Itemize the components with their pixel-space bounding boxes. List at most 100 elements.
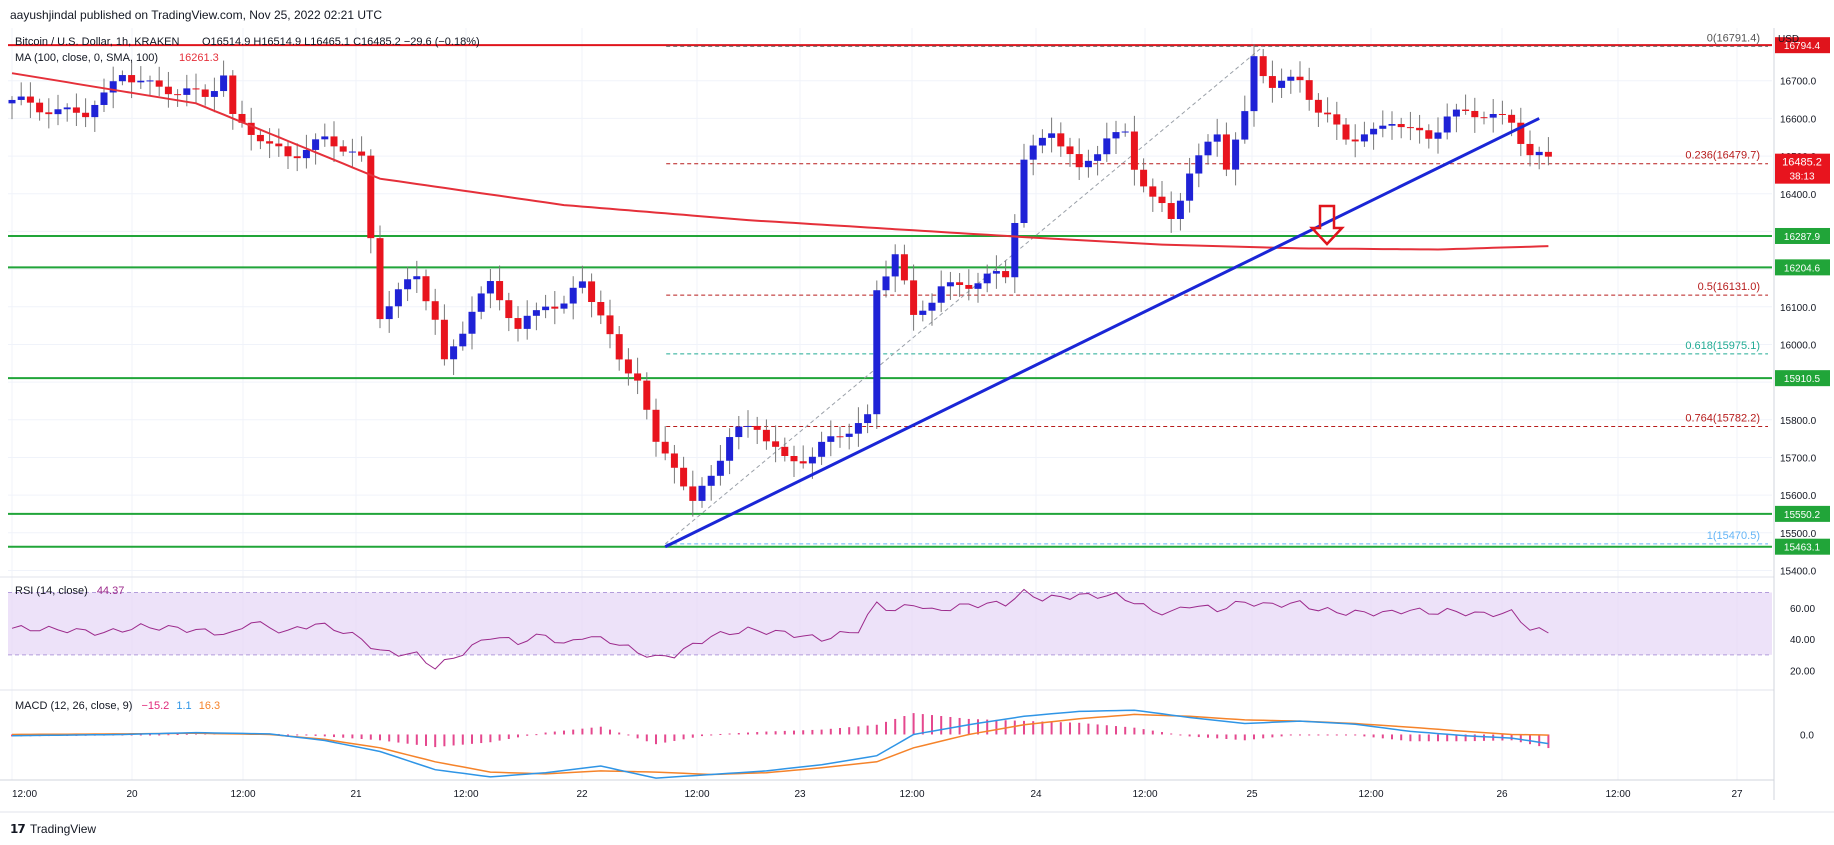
candle [1075,138,1083,181]
candle [63,103,71,122]
rsi-tick-label: 60.00 [1790,604,1815,615]
footer-brand[interactable]: 𝟭𝟳 TradingView [10,822,96,836]
bar-countdown-label: 38:13 [1789,172,1814,183]
time-tick-label: 24 [1030,789,1042,800]
candle-body-up [394,289,402,307]
macd-histogram-bar [903,716,906,735]
macd-histogram-bar [489,734,492,743]
macd-histogram-bar [811,729,814,735]
time-tick-label: 12:00 [1358,789,1383,800]
macd-line-value: 1.1 [176,700,192,712]
candle-body-up [1213,134,1221,142]
candle-body-down [1158,196,1166,204]
candle-body-down [1149,186,1157,197]
macd-histogram-bar [931,715,933,735]
macd-histogram-bar [572,729,575,735]
candle-body-up [413,276,421,280]
candle-body-up [1121,131,1129,133]
candle [72,93,80,127]
macd-histogram-bar [1547,734,1550,749]
macd-histogram-bar [1133,727,1136,735]
candle-body-down [1314,99,1322,113]
candle-body-up [302,149,310,159]
candle [394,282,402,318]
time-tick-label: 25 [1246,789,1258,800]
macd-histogram-bar [857,726,860,735]
candle [1379,110,1387,138]
candle [854,407,862,447]
candle [900,244,908,285]
candle-body-down [256,134,264,142]
candle-body-down [1517,122,1525,144]
macd-histogram-bar [369,734,372,740]
macd-histogram-bar [691,734,694,738]
candle-body-up [1388,124,1396,126]
candle [1351,124,1359,158]
candle-body-up [1489,113,1497,118]
candle-body-up [1287,76,1295,81]
macd-histogram-bar [1418,734,1421,742]
candle [790,445,798,478]
macd-histogram-bar [544,732,547,735]
candle [1066,137,1074,167]
candle [54,94,62,126]
candle-body-down [1462,109,1470,111]
candle-body-down [606,315,614,335]
price-tick-label: 16400.0 [1780,190,1817,201]
candle [45,98,53,129]
price-axis-bg [1774,0,1834,800]
rsi-legend: RSI (14, close) 44.37 [15,585,124,597]
macd-legend: MACD (12, 26, close, 9) −15.2 1.1 16.3 [15,700,220,712]
macd-histogram-bar [609,729,611,735]
candle [486,268,494,309]
macd-histogram-bar [912,713,915,735]
last-price-tag-bg [1775,153,1830,184]
candle-body-up [726,437,734,461]
macd-histogram-bar [1455,734,1458,742]
rsi-band [8,592,1772,655]
macd-histogram-bar [645,734,648,742]
macd-histogram-bar [287,734,289,736]
candle [707,465,715,501]
candle [578,265,586,294]
macd-histogram-bar [1381,734,1384,739]
candle [1498,100,1506,125]
candle-body-up [808,456,816,464]
macd-histogram-bar [1170,733,1173,735]
candle-body-up [532,310,540,316]
candle [109,66,117,109]
macd-histogram-bar [710,734,713,736]
candle-body-down [1222,134,1230,170]
price-tag-label: 16794.4 [1784,41,1821,52]
candle-body-down [624,359,632,374]
candle [1195,143,1203,188]
candle [946,271,954,300]
candle [1443,103,1451,140]
candle-body-down [1305,80,1313,100]
macd-histogram-bar [1326,734,1329,736]
candle [1130,115,1138,186]
macd-histogram-bar [1335,734,1338,736]
candle [523,300,531,340]
candle [1397,117,1405,139]
candle-body-up [937,286,945,303]
price-tag-bg [1775,538,1830,555]
candle [919,300,927,322]
candle [1038,129,1046,154]
candle-body-up [1232,139,1240,170]
price-tick-label: 15400.0 [1780,566,1817,577]
macd-histogram-bar [1059,722,1062,735]
candle [468,296,476,350]
macd-histogram-bar [885,721,887,735]
candle [91,100,99,132]
candle-body-down [1498,113,1506,115]
candle [26,82,34,119]
macd-histogram-bar [388,734,391,742]
candle [597,290,605,325]
macd-histogram-bar [480,734,483,744]
macd-histogram-bar [765,731,768,735]
candle [873,280,881,429]
candle-body-up [183,88,191,95]
macd-histogram-bar [875,724,878,735]
